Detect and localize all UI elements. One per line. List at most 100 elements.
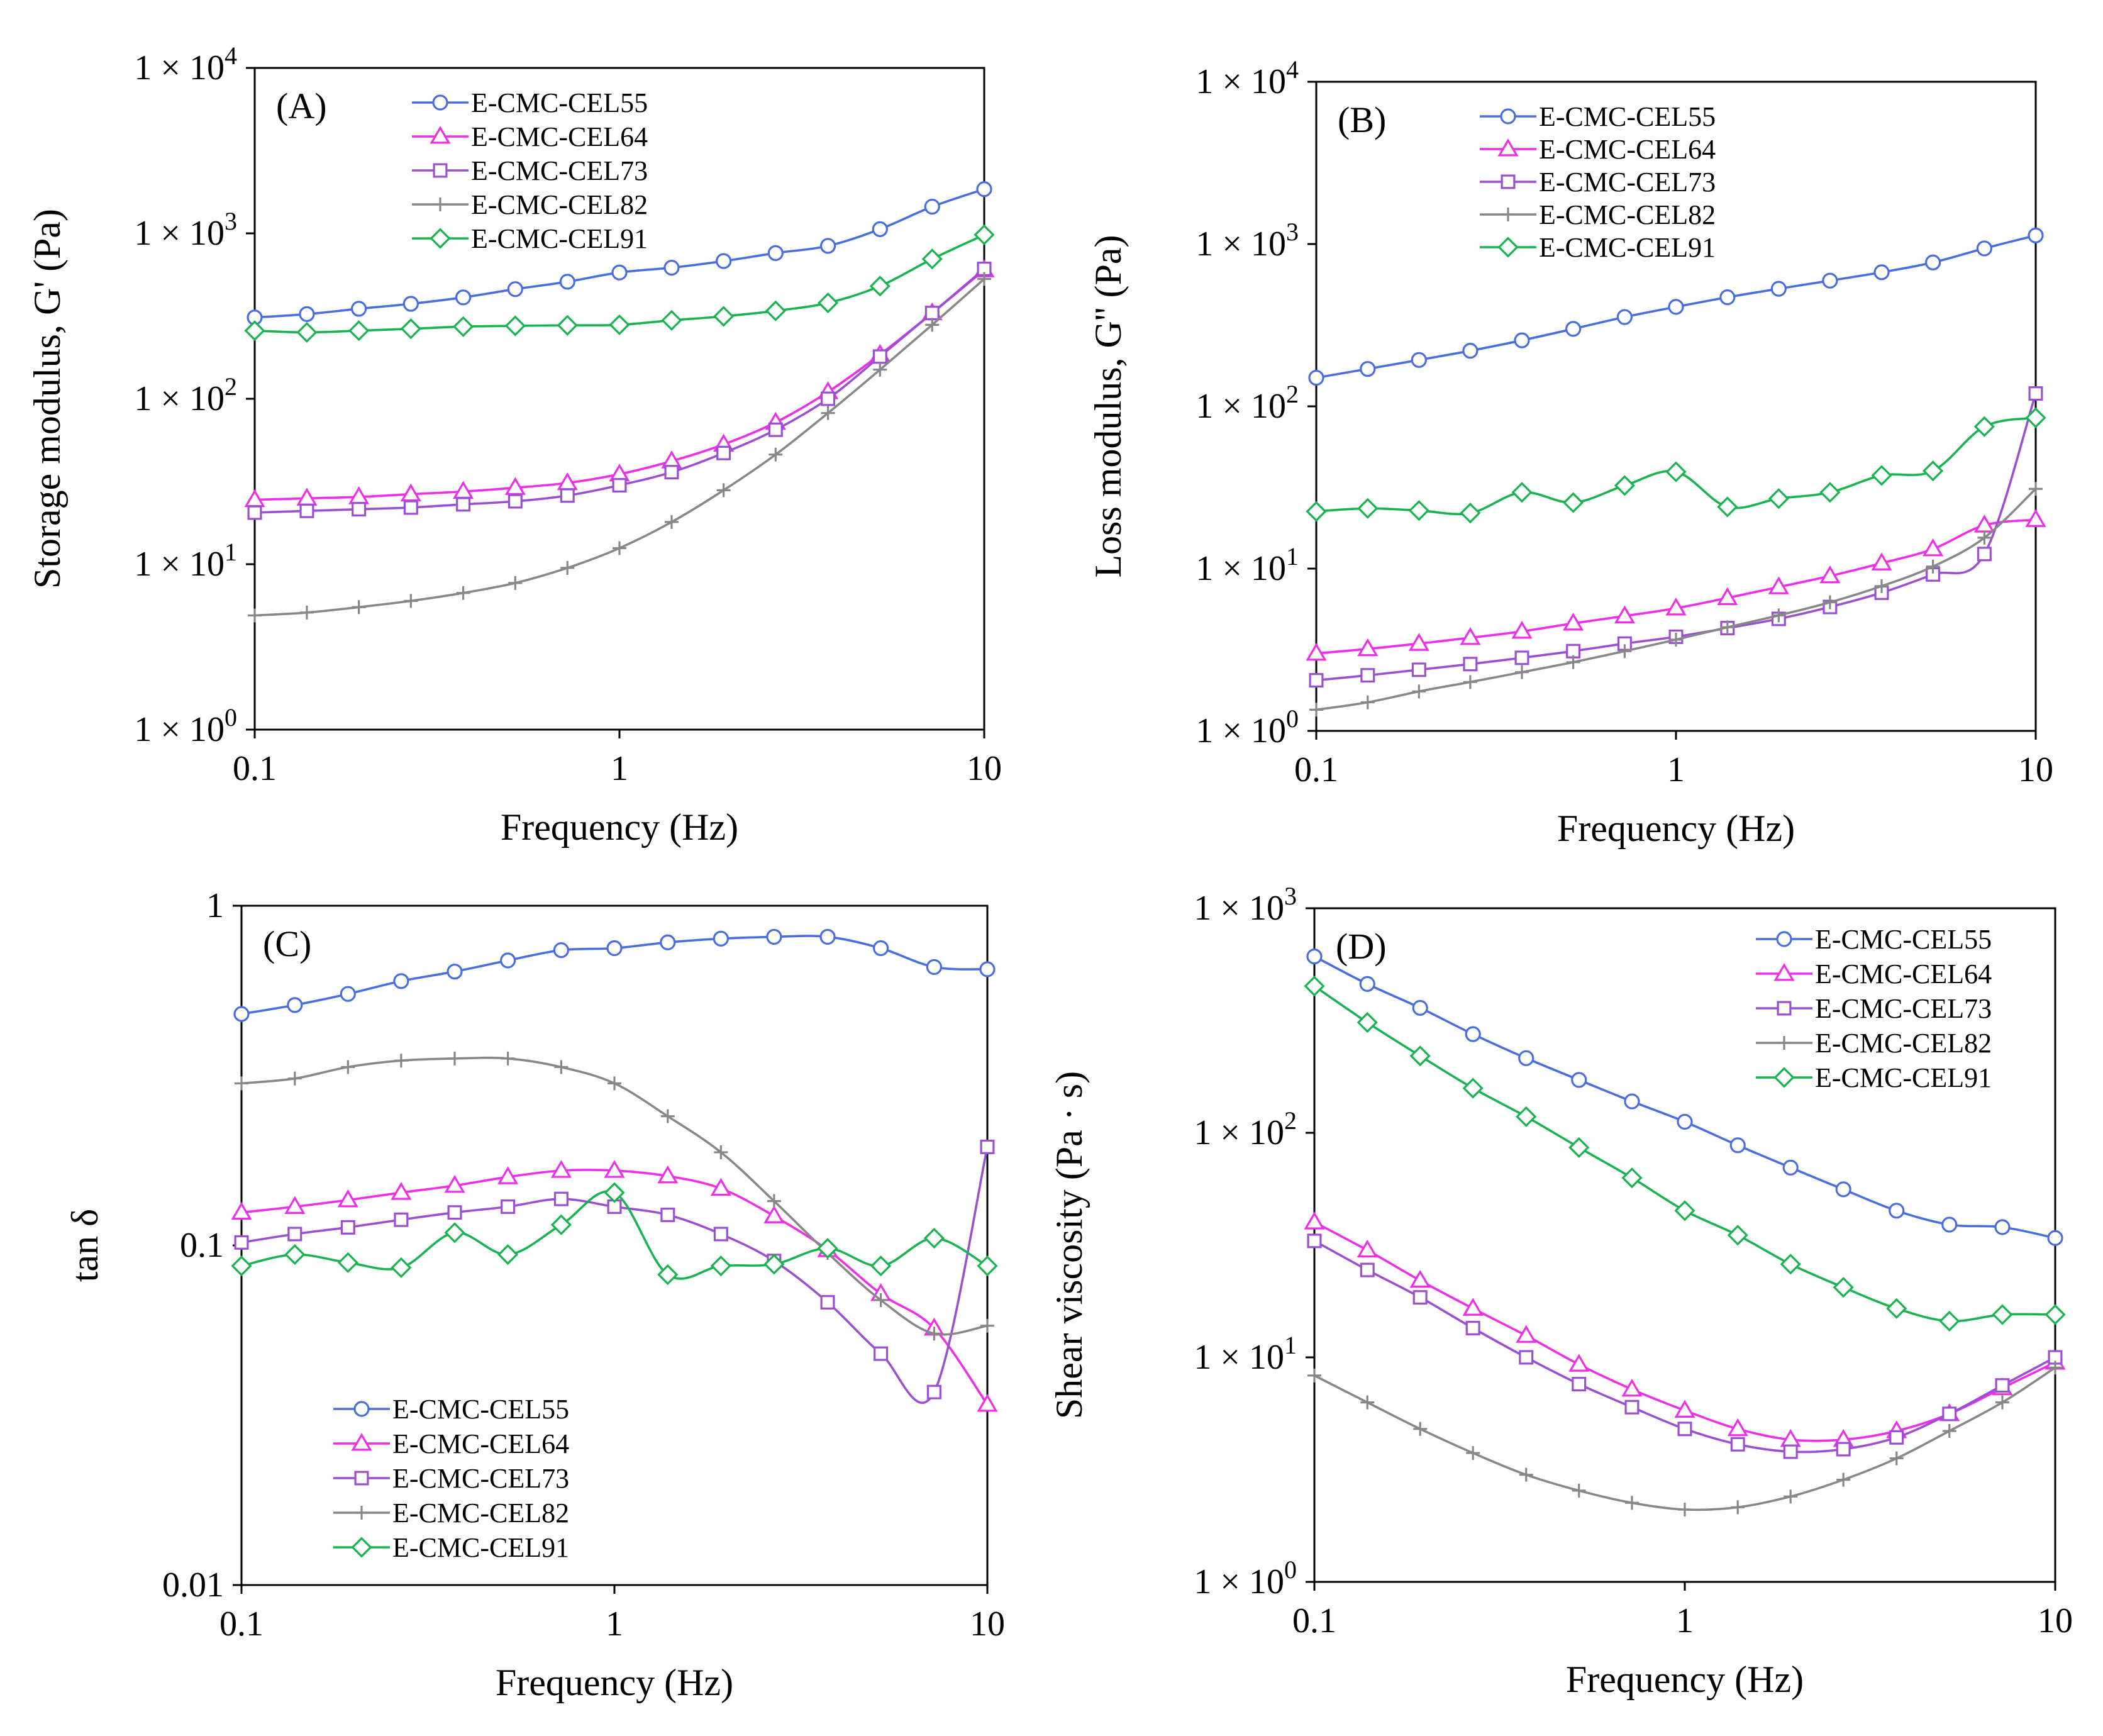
point-e-cmc-cel55	[1514, 332, 1530, 348]
series-e-cmc-cel64	[244, 259, 995, 508]
legend-marker-e-cmc-cel82	[1501, 208, 1515, 221]
point-e-cmc-cel91	[2025, 407, 2046, 428]
point-e-cmc-cel91	[604, 1182, 625, 1203]
point-e-cmc-cel73	[1836, 1442, 1851, 1457]
point-e-cmc-cel64	[497, 1166, 519, 1184]
x-tick-label: 10	[2038, 1601, 2073, 1640]
legend-label-e-cmc-cel91: E-CMC-CEL91	[471, 223, 648, 254]
point-e-cmc-cel82	[1624, 1496, 1639, 1510]
point-e-cmc-cel82	[1466, 1446, 1480, 1461]
point-e-cmc-cel73	[2028, 386, 2043, 401]
point-e-cmc-cel55	[559, 274, 575, 290]
point-e-cmc-cel64	[1665, 598, 1687, 616]
y-tick-label: 0.1	[180, 1226, 224, 1265]
point-e-cmc-cel73	[1465, 1320, 1480, 1335]
point-e-cmc-cel64	[1304, 1211, 1325, 1230]
point-e-cmc-cel55	[766, 928, 782, 945]
point-e-cmc-cel82	[1772, 608, 1786, 623]
point-e-cmc-cel73	[713, 1227, 728, 1242]
point-e-cmc-cel82	[1360, 1395, 1375, 1410]
point-e-cmc-cel82	[248, 608, 262, 623]
point-e-cmc-cel73	[1514, 650, 1529, 665]
point-e-cmc-cel91	[713, 306, 735, 327]
panel-label: (A)	[276, 86, 327, 126]
point-e-cmc-cel55	[1835, 1181, 1851, 1198]
point-e-cmc-cel82	[608, 1076, 621, 1091]
point-e-cmc-cel55	[299, 306, 315, 322]
point-e-cmc-cel55	[1465, 1026, 1481, 1042]
point-e-cmc-cel91	[657, 1264, 679, 1286]
x-tick-label: 10	[970, 1605, 1005, 1644]
point-e-cmc-cel73	[980, 1139, 995, 1154]
point-e-cmc-cel82	[235, 1076, 248, 1091]
point-e-cmc-cel55	[1941, 1216, 1958, 1233]
point-e-cmc-cel64	[2025, 509, 2046, 527]
legend-marker-e-cmc-cel91	[430, 228, 451, 249]
point-e-cmc-cel55	[1616, 309, 1633, 325]
point-e-cmc-cel55	[819, 238, 836, 254]
legend-label-e-cmc-cel64: E-CMC-CEL64	[1539, 134, 1716, 165]
point-e-cmc-cel91	[1304, 976, 1325, 997]
point-e-cmc-cel91	[818, 292, 839, 314]
y-axis-title: Shear viscosity (Pa · s)	[1048, 1071, 1090, 1419]
point-e-cmc-cel55	[455, 289, 472, 306]
point-e-cmc-cel73	[664, 465, 679, 480]
legend: E-CMC-CEL55E-CMC-CEL64E-CMC-CEL73E-CMC-C…	[1480, 101, 1716, 263]
series-e-cmc-cel73	[1307, 1233, 2063, 1459]
series-e-cmc-cel82	[1309, 482, 2043, 717]
point-e-cmc-cel91	[1871, 465, 1892, 486]
point-e-cmc-cel82	[821, 406, 835, 420]
point-e-cmc-cel73	[299, 503, 314, 518]
legend-marker-e-cmc-cel91	[351, 1537, 372, 1558]
y-tick-label: 1 × 102	[1194, 1106, 1297, 1152]
point-e-cmc-cel91	[1923, 460, 1944, 482]
point-e-cmc-cel91	[1717, 496, 1738, 518]
legend: E-CMC-CEL55E-CMC-CEL64E-CMC-CEL73E-CMC-C…	[412, 87, 648, 254]
point-e-cmc-cel55	[1308, 369, 1324, 386]
series-e-cmc-cel82	[248, 272, 991, 623]
series-e-cmc-cel55	[1306, 949, 2063, 1246]
legend-label-e-cmc-cel82: E-CMC-CEL82	[1815, 1028, 1992, 1059]
point-e-cmc-cel55	[872, 940, 889, 957]
series-e-cmc-cel55	[1308, 227, 2044, 386]
point-e-cmc-cel82	[1463, 675, 1477, 689]
legend-label-e-cmc-cel64: E-CMC-CEL64	[392, 1428, 569, 1459]
point-e-cmc-cel82	[874, 1293, 888, 1308]
point-e-cmc-cel73	[1730, 1437, 1745, 1452]
y-tick-exponent: 3	[1284, 882, 1297, 910]
legend-label-e-cmc-cel64: E-CMC-CEL64	[1815, 959, 1992, 989]
point-e-cmc-cel82	[2048, 1360, 2062, 1375]
y-tick-exponent: 0	[225, 703, 237, 732]
point-e-cmc-cel73	[1624, 1399, 1640, 1415]
x-tick-label: 0.1	[1294, 750, 1338, 789]
point-e-cmc-cel55	[1565, 321, 1582, 337]
point-e-cmc-cel91	[1563, 492, 1584, 513]
point-e-cmc-cel82	[873, 362, 887, 377]
line-e-cmc-cel82	[1314, 1366, 2056, 1511]
y-axis-title: tan δ	[64, 1209, 106, 1283]
point-e-cmc-cel82	[456, 586, 470, 600]
point-e-cmc-cel82	[927, 1327, 941, 1341]
point-e-cmc-cel91	[504, 315, 526, 337]
point-e-cmc-cel55	[1719, 289, 1736, 306]
x-tick-label: 10	[967, 749, 1002, 788]
legend-label-e-cmc-cel73: E-CMC-CEL73	[392, 1463, 569, 1494]
point-e-cmc-cel82	[925, 318, 940, 332]
point-e-cmc-cel73	[660, 1207, 675, 1222]
point-e-cmc-cel55	[663, 260, 680, 276]
point-e-cmc-cel55	[1873, 264, 1890, 281]
point-e-cmc-cel73	[1307, 1233, 1322, 1249]
point-e-cmc-cel73	[287, 1227, 302, 1242]
legend-marker-e-cmc-cel64	[1773, 963, 1795, 981]
point-e-cmc-cel64	[1614, 605, 1635, 623]
point-e-cmc-cel73	[1942, 1406, 1957, 1422]
point-e-cmc-cel55	[1668, 299, 1684, 315]
line-e-cmc-cel73	[241, 1147, 989, 1405]
point-e-cmc-cel82	[508, 576, 523, 590]
point-e-cmc-cel73	[1463, 657, 1478, 672]
series-e-cmc-cel82	[1307, 1360, 2062, 1516]
point-e-cmc-cel73	[247, 505, 262, 520]
point-e-cmc-cel82	[554, 1060, 569, 1074]
point-e-cmc-cel91	[869, 275, 891, 297]
point-e-cmc-cel55	[233, 1006, 250, 1022]
